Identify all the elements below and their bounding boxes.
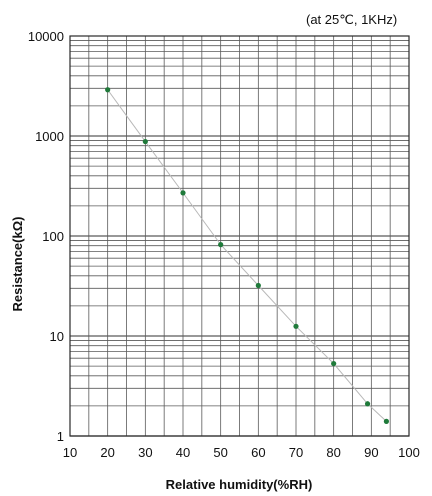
y-tick-label: 10 (50, 329, 64, 344)
x-tick-label: 70 (289, 445, 303, 460)
x-tick-label: 60 (251, 445, 265, 460)
x-tick-label: 40 (176, 445, 190, 460)
y-tick-label: 1 (57, 429, 64, 444)
data-point (364, 401, 371, 407)
data-point (383, 418, 389, 424)
x-tick-label: 10 (63, 445, 77, 460)
grid (69, 36, 410, 437)
data-point (293, 323, 299, 329)
x-tick-label: 90 (364, 445, 378, 460)
x-tick-label: 20 (100, 445, 114, 460)
x-axis-title: Relative humidity(%RH) (166, 477, 313, 492)
x-tick-label: 50 (213, 445, 227, 460)
x-tick-label: 80 (326, 445, 340, 460)
y-axis-title: Resistance(kΩ) (10, 217, 25, 312)
y-tick-label: 1000 (35, 129, 64, 144)
data-point (180, 190, 186, 196)
conditions-annotation: (at 25℃, 1KHz) (306, 12, 397, 27)
data-point (255, 282, 261, 289)
x-tick-label: 100 (398, 445, 420, 460)
data-point (331, 360, 337, 367)
x-tick-label: 30 (138, 445, 152, 460)
data-point (142, 138, 148, 145)
plot-frame (69, 35, 410, 437)
y-tick-label: 10000 (28, 29, 64, 44)
y-tick-label: 100 (42, 229, 64, 244)
data-layer (105, 87, 389, 424)
data-point (218, 242, 224, 248)
data-point (105, 87, 111, 93)
